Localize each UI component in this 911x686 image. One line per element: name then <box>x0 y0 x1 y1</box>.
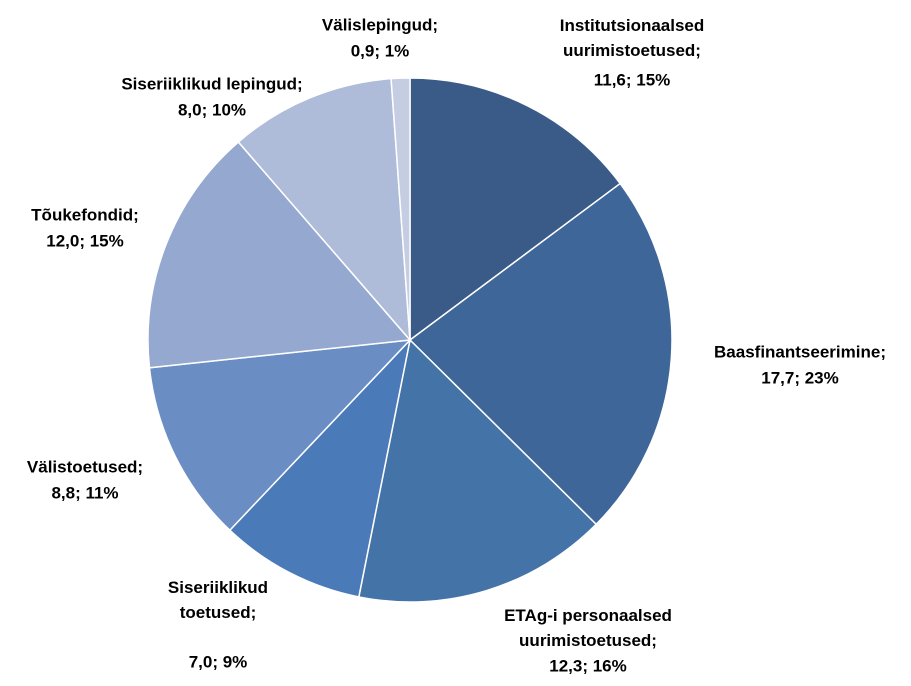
slice-category: Siseriiklikud toetused; <box>167 578 269 622</box>
slice-value-label: 12,0; 15% <box>46 231 124 251</box>
pie-slice <box>408 182 673 526</box>
pie-slice <box>390 77 411 341</box>
pie-slice <box>228 337 412 598</box>
pie-slice <box>237 77 411 343</box>
pie-slice <box>148 339 412 532</box>
slice-value-label: 8,0; 10% <box>177 100 247 120</box>
slice-category: Baasfinantseerimine; <box>714 342 886 362</box>
slice-value-label: 17,7; 23% <box>761 368 839 388</box>
pie-slice <box>409 77 622 342</box>
slice-value-label: 12,3; 16% <box>549 656 627 676</box>
slice-category: Välistoetused; <box>26 457 144 477</box>
slice-value-label: 11,6; 15% <box>593 70 671 90</box>
pie-slice <box>147 140 412 369</box>
slice-category: ETAg-i personaalsed uurimistoetused; <box>504 606 672 650</box>
slice-value-label: 8,8; 11% <box>51 483 119 503</box>
slice-value-label: 7,0; 9% <box>188 652 248 672</box>
slice-value-label: 0,9; 1% <box>350 41 410 61</box>
pie-slice <box>357 338 598 603</box>
slice-category: Tõukefondid; <box>31 205 139 225</box>
slice-category: Institutsionaalsed uurimistoetused; <box>559 16 705 60</box>
slice-category: Välislepingud; <box>321 15 439 35</box>
slice-category: Siseriiklikud lepingud; <box>121 74 303 94</box>
